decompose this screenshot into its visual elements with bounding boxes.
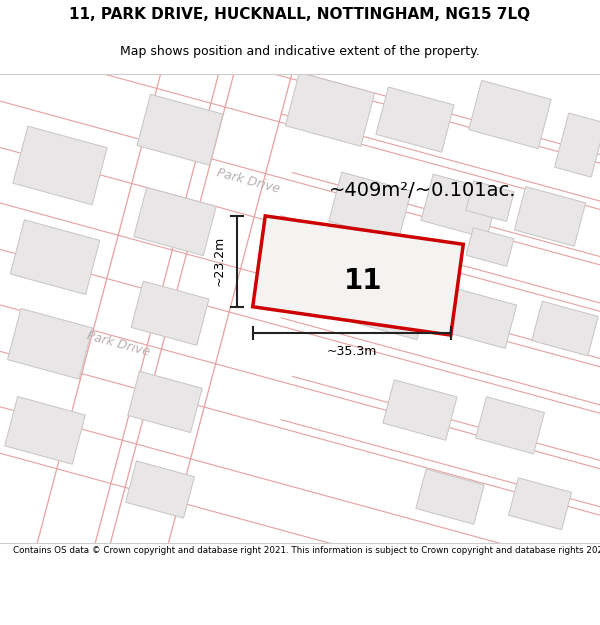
Polygon shape (421, 174, 499, 238)
Polygon shape (376, 87, 454, 152)
Polygon shape (416, 469, 484, 524)
Polygon shape (466, 228, 514, 266)
Polygon shape (10, 220, 100, 294)
Text: 11: 11 (344, 267, 382, 294)
Polygon shape (466, 181, 514, 221)
Polygon shape (383, 380, 457, 440)
Text: Park Drive: Park Drive (215, 166, 281, 196)
Text: ~409m²/~0.101ac.: ~409m²/~0.101ac. (329, 181, 517, 201)
Polygon shape (253, 216, 463, 335)
Polygon shape (329, 172, 411, 241)
Text: ~23.2m: ~23.2m (212, 236, 225, 286)
Polygon shape (137, 94, 223, 165)
Text: Park Drive: Park Drive (85, 329, 151, 359)
Text: Contains OS data © Crown copyright and database right 2021. This information is : Contains OS data © Crown copyright and d… (13, 546, 600, 555)
Polygon shape (286, 72, 374, 146)
Text: 11, PARK DRIVE, HUCKNALL, NOTTINGHAM, NG15 7LQ: 11, PARK DRIVE, HUCKNALL, NOTTINGHAM, NG… (70, 8, 530, 22)
Text: ~35.3m: ~35.3m (326, 345, 377, 358)
Polygon shape (509, 478, 571, 530)
Polygon shape (125, 461, 194, 518)
Polygon shape (554, 113, 600, 177)
Polygon shape (128, 371, 202, 432)
Polygon shape (476, 397, 544, 454)
Polygon shape (443, 288, 517, 348)
Polygon shape (514, 187, 586, 246)
Polygon shape (469, 81, 551, 149)
Polygon shape (13, 126, 107, 205)
Polygon shape (5, 397, 85, 464)
Polygon shape (131, 281, 209, 346)
Text: Map shows position and indicative extent of the property.: Map shows position and indicative extent… (120, 45, 480, 58)
Polygon shape (134, 188, 216, 256)
Polygon shape (351, 276, 429, 340)
Polygon shape (8, 309, 92, 379)
Polygon shape (532, 301, 598, 356)
